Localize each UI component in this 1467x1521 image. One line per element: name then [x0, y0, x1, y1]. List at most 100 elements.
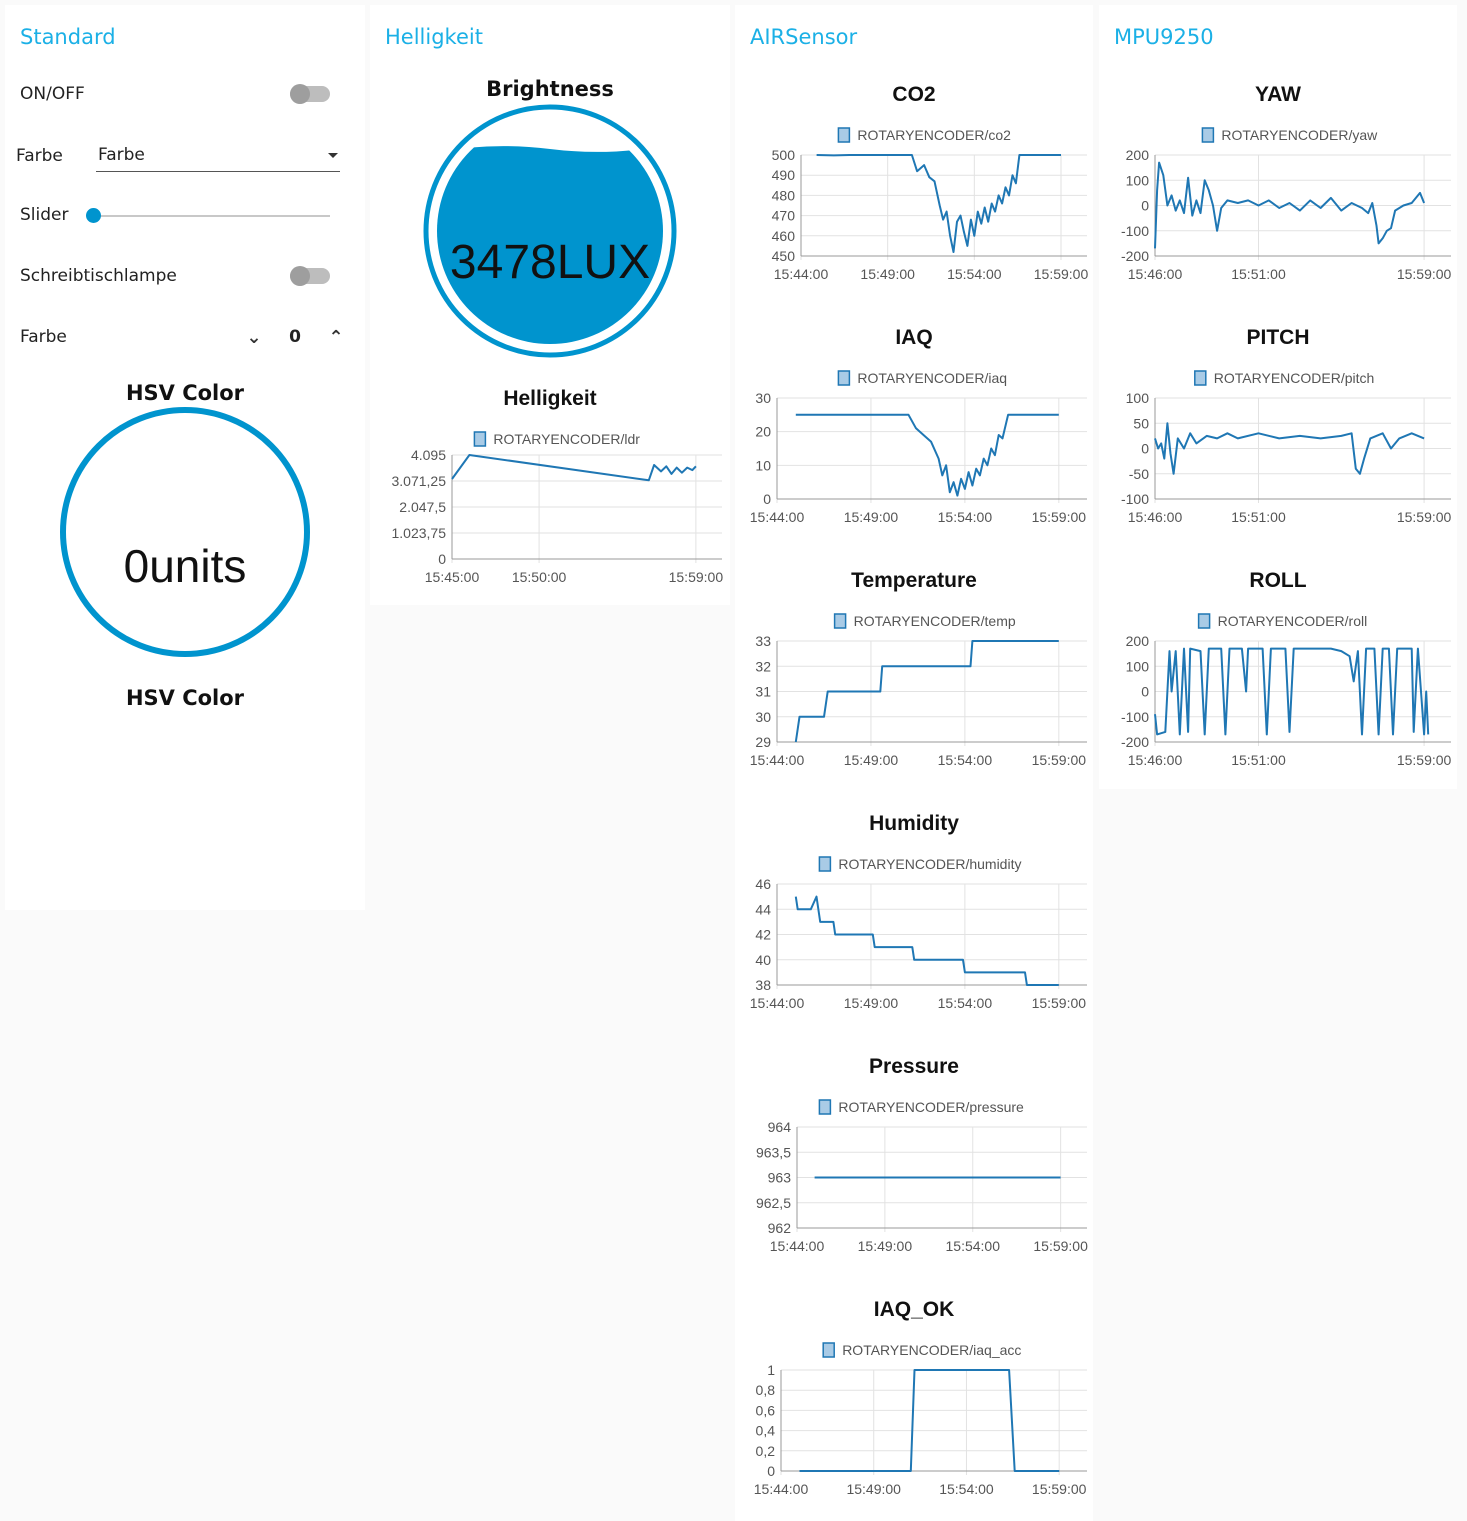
series-line — [1154, 161, 1426, 249]
y-tick-label: -50 — [1129, 466, 1149, 482]
y-tick-label: 200 — [1126, 147, 1150, 163]
x-tick-label: 15:49:00 — [844, 995, 899, 1011]
y-tick-label: 0,6 — [756, 1402, 776, 1418]
x-tick-label: 15:59:00 — [1032, 752, 1087, 768]
y-tick-label: 32 — [755, 658, 771, 674]
y-tick-label: 2.047,5 — [399, 499, 446, 515]
y-tick-label: 30 — [755, 709, 771, 725]
x-tick-label: 15:59:00 — [1034, 266, 1089, 282]
y-tick-label: 33 — [755, 633, 771, 649]
lamp-toggle[interactable] — [290, 266, 330, 286]
series-line — [1154, 422, 1425, 475]
hsv-gauge-footer: HSV Color — [125, 686, 245, 710]
y-tick-label: 0 — [438, 551, 446, 567]
x-tick-label: 15:54:00 — [938, 509, 993, 525]
x-tick-label: 15:59:00 — [1032, 509, 1087, 525]
y-tick-label: 100 — [1126, 658, 1150, 674]
x-tick-label: 15:44:00 — [754, 1481, 809, 1497]
y-tick-label: 470 — [772, 208, 796, 224]
x-tick-label: 15:44:00 — [750, 509, 805, 525]
x-tick-label: 15:54:00 — [938, 995, 993, 1011]
x-tick-label: 15:49:00 — [860, 266, 915, 282]
y-tick-label: 490 — [772, 167, 796, 183]
chart-title: PITCH — [1247, 326, 1310, 349]
hsv-gauge-title: HSV Color — [125, 381, 245, 405]
legend-label: ROTARYENCODER/iaq — [857, 370, 1007, 386]
legend-swatch — [822, 1342, 835, 1358]
caret-down-icon — [328, 153, 338, 158]
x-tick-label: 15:59:00 — [1033, 1238, 1088, 1254]
y-tick-label: 100 — [1126, 172, 1150, 188]
legend-label: ROTARYENCODER/yaw — [1221, 127, 1378, 143]
slider-track[interactable] — [92, 215, 330, 217]
chart-humidity: Humidity ROTARYENCODER/humidity 46 44 42 40 38… — [750, 812, 1087, 1011]
lamp-label: Schreibtischlampe — [20, 266, 177, 286]
x-tick-label: 15:59:00 — [1032, 995, 1087, 1011]
x-tick-label: 15:54:00 — [939, 1481, 994, 1497]
x-tick-label: 15:44:00 — [774, 266, 829, 282]
x-tick-label: 15:45:00 — [425, 569, 480, 585]
legend-swatch — [1194, 370, 1207, 386]
y-tick-label: 4.095 — [411, 447, 446, 463]
x-tick-label: 15:54:00 — [938, 752, 993, 768]
chart-title: ROLL — [1249, 569, 1306, 592]
x-tick-label: 15:54:00 — [947, 266, 1002, 282]
y-tick-label: 0 — [1141, 441, 1149, 457]
farbe-numeric-label: Farbe — [20, 327, 67, 347]
chart-title: Humidity — [869, 812, 959, 835]
legend-swatch — [1197, 613, 1211, 629]
legend-label: ROTARYENCODER/co2 — [857, 127, 1011, 143]
group-title-airsensor: AIRSensor — [750, 25, 858, 49]
x-tick-label: 15:46:00 — [1128, 509, 1183, 525]
x-tick-label: 15:44:00 — [770, 1238, 825, 1254]
y-tick-label: 20 — [755, 424, 771, 440]
y-tick-label: 0,4 — [756, 1423, 776, 1439]
y-tick-label: 963 — [768, 1170, 792, 1186]
farbe-dropdown[interactable]: Farbe — [96, 139, 340, 172]
chevron-down-icon[interactable]: ⌄ — [246, 326, 262, 348]
chevron-up-icon[interactable]: ⌃ — [328, 326, 344, 348]
x-tick-label: 15:54:00 — [946, 1238, 1001, 1254]
y-tick-label: 40 — [755, 952, 771, 968]
group-standard: Standard ON/OFF Farbe Farbe Slider Schre… — [5, 5, 365, 910]
chart-iaq: IAQ ROTARYENCODER/iaq 30 20 10 0 15:44:00 15:49… — [750, 326, 1087, 525]
x-tick-label: 15:59:00 — [669, 569, 724, 585]
y-tick-label: 38 — [755, 977, 771, 993]
y-tick-label: 0 — [763, 491, 771, 507]
y-tick-label: 1.023,75 — [392, 525, 447, 541]
x-tick-label: 15:49:00 — [858, 1238, 913, 1254]
hsv-gauge-ring — [60, 407, 310, 657]
legend-label: ROTARYENCODER/pressure — [838, 1099, 1024, 1115]
legend-swatch — [1201, 127, 1215, 143]
legend-label: ROTARYENCODER/ldr — [493, 431, 640, 447]
x-tick-label: 15:59:00 — [1397, 266, 1452, 282]
legend-swatch — [833, 613, 847, 629]
group-airsensor: AIRSensor CO2 ROTARYENCODER/co2 500 490 480 4… — [735, 5, 1093, 1521]
onoff-toggle[interactable] — [290, 84, 330, 104]
y-tick-label: 42 — [755, 927, 771, 943]
chart-pressure: Pressure ROTARYENCODER/pressure 964 963,5 96… — [756, 1055, 1088, 1254]
x-tick-label: 15:49:00 — [844, 752, 899, 768]
chart-iaq-ok: IAQ_OK ROTARYENCODER/iaq_acc 1 0,8 0,6 0,4 0,2… — [754, 1298, 1087, 1497]
legend-label: ROTARYENCODER/iaq_acc — [842, 1342, 1021, 1358]
y-tick-label: 29 — [755, 734, 771, 750]
x-tick-label: 15:46:00 — [1128, 266, 1183, 282]
x-tick-label: 15:51:00 — [1231, 266, 1286, 282]
legend-swatch — [837, 127, 851, 143]
legend-swatch — [837, 370, 851, 386]
slider-handle[interactable] — [86, 208, 101, 223]
legend-swatch — [473, 431, 487, 447]
group-title-standard: Standard — [20, 25, 116, 49]
farbe-stepper-value: 0 — [289, 327, 301, 347]
farbe-numeric-row: Farbe ⌄ 0 ⌃ — [20, 320, 350, 354]
y-tick-label: -200 — [1121, 734, 1149, 750]
y-tick-label: 480 — [772, 187, 796, 203]
farbe-stepper[interactable]: ⌄ 0 ⌃ — [240, 320, 350, 354]
y-tick-label: 46 — [755, 876, 771, 892]
farbe-select-label: Farbe — [16, 146, 63, 166]
legend-label: ROTARYENCODER/roll — [1218, 613, 1368, 629]
chart-title: IAQ — [895, 326, 932, 349]
y-tick-label: 0 — [1141, 198, 1149, 214]
y-tick-label: 200 — [1126, 633, 1150, 649]
y-tick-label: 0,8 — [756, 1382, 776, 1398]
